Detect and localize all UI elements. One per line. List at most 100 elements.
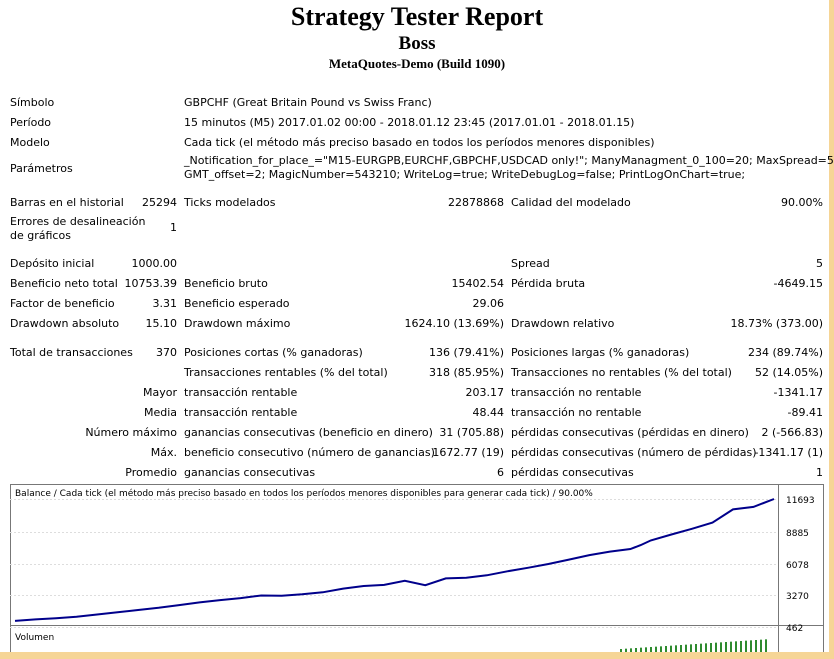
volume-bar (715, 642, 717, 653)
volume-bar (680, 645, 682, 653)
volume-bars (620, 639, 767, 653)
period-value: 15 minutos (M5) 2017.01.02 00:00 - 2018.… (184, 116, 635, 129)
largest-loss-label: transacción no rentable (511, 386, 642, 399)
report-title: Strategy Tester Report (290, 2, 544, 31)
gross-loss-value: -4649.15 (773, 277, 823, 290)
average-loss-label: transacción no rentable (511, 406, 642, 419)
y-tick-label: 462 (786, 624, 803, 634)
short-positions-label: Posiciones cortas (% ganadoras) (184, 346, 363, 359)
expert-name: Boss (398, 33, 436, 54)
row-deposit: Depósito inicial 1000.00 Spread 5 (0, 253, 834, 273)
volume-bar (630, 648, 632, 653)
right-border-strip (829, 0, 834, 659)
chart-border (10, 484, 824, 654)
max-consecutive-prefix: Número máximo (85, 426, 177, 439)
row-model: Modelo Cada tick (el método más preciso … (0, 132, 834, 152)
profit-factor-value: 3.31 (152, 297, 178, 310)
volume-bar (625, 648, 627, 653)
average-profit-label: transacción rentable (184, 406, 298, 419)
maximal-profit-label: beneficio consecutivo (número de gananci… (184, 446, 435, 459)
bottom-border-strip (0, 652, 834, 659)
row-total-trades: Total de transacciones 370 Posiciones co… (0, 342, 834, 362)
y-grid (10, 499, 778, 628)
drawdown-max-label: Drawdown máximo (184, 317, 291, 330)
volume-bar (685, 644, 687, 653)
row-net-profit: Beneficio neto total 10753.39 Beneficio … (0, 273, 834, 293)
deposit-label: Depósito inicial (10, 257, 95, 270)
volume-bar (725, 642, 727, 653)
profit-trades-value: 318 (85.95%) (428, 366, 504, 379)
maximal-profit-value: 1672.77 (19) (432, 446, 504, 459)
balance-line (14, 498, 775, 622)
volume-bar (720, 642, 722, 653)
volume-bar (750, 640, 752, 653)
volume-bar (655, 646, 657, 653)
short-positions-value: 136 (79.41%) (428, 346, 504, 359)
drawdown-absolute-label: Drawdown absoluto (10, 317, 120, 330)
largest-prefix: Mayor (143, 386, 177, 399)
volume-bar (620, 649, 622, 653)
volume-bar (665, 646, 667, 653)
balance-chart: Balance / Cada tick (el método más preci… (10, 484, 824, 654)
bars-value: 25294 (142, 196, 177, 209)
quality-value: 90.00% (781, 196, 823, 209)
row-average: Media transacción rentable 48.44 transac… (0, 402, 834, 422)
volume-bar (710, 643, 712, 653)
profit-trades-label: Transacciones rentables (% del total) (184, 366, 388, 379)
row-drawdown: Drawdown absoluto 15.10 Drawdown máximo … (0, 313, 834, 333)
volume-bar (675, 645, 677, 653)
loss-trades-label: Transacciones no rentables (% del total) (511, 366, 732, 379)
average-prefix: Media (143, 406, 177, 419)
row-symbol: Símbolo GBPCHF (Great Britain Pound vs S… (0, 92, 834, 112)
avg-consecutive-losses-value: 1 (816, 466, 823, 479)
volume-bar (765, 639, 767, 653)
gross-profit-label: Beneficio bruto (184, 277, 268, 290)
row-average-consecutive: Promedio ganancias consecutivas 6 pérdid… (0, 462, 834, 482)
volume-bar (730, 641, 732, 653)
y-tick-label: 3270 (786, 592, 809, 602)
symbol-label: Símbolo (10, 96, 55, 109)
period-label: Período (10, 116, 52, 129)
maximal-loss-label: pérdidas consecutivas (número de pérdida… (511, 446, 757, 459)
volume-bar (745, 640, 747, 653)
long-positions-value: 234 (89.74%) (747, 346, 823, 359)
symbol-value: GBPCHF (Great Britain Pound vs Swiss Fra… (184, 96, 432, 109)
net-profit-label: Beneficio neto total (10, 277, 118, 290)
volume-bar (640, 647, 642, 653)
avg-consecutive-wins-value: 6 (497, 466, 504, 479)
profit-factor-label: Factor de beneficio (10, 297, 115, 310)
errors-label: Errores de desalineación de gráficos (10, 215, 146, 242)
row-parameters: Parámetros _Notification_for_place_="M15… (0, 151, 834, 183)
loss-trades-value: 52 (14.05%) (754, 366, 823, 379)
avg-consecutive-losses-label: pérdidas consecutivas (511, 466, 634, 479)
ticks-label: Ticks modelados (184, 196, 276, 209)
parameters-line-2: GMT_offset=2; MagicNumber=543210; WriteL… (184, 168, 746, 181)
volume-bar (755, 640, 757, 653)
volume-bar (670, 645, 672, 653)
maximal-loss-value: -1341.17 (1) (754, 446, 823, 459)
volume-bar (690, 644, 692, 653)
spread-label: Spread (511, 257, 550, 270)
average-profit-value: 48.44 (472, 406, 505, 419)
volume-bar (740, 641, 742, 653)
largest-loss-value: -1341.17 (773, 386, 823, 399)
balance-chart-svg: Balance / Cada tick (el método más preci… (10, 484, 824, 654)
maximal-prefix: Máx. (150, 446, 177, 459)
average-loss-value: -89.41 (787, 406, 823, 419)
row-errors: Errores de desalineación de gráficos 1 (0, 212, 834, 244)
volume-bar (660, 646, 662, 653)
row-max-consecutive: Número máximo ganancias consecutivas (be… (0, 422, 834, 442)
parameters-line-1: _Notification_for_place_="M15-EURGPB,EUR… (184, 154, 834, 167)
y-tick-label: 6078 (786, 561, 809, 571)
model-label: Modelo (10, 136, 50, 149)
net-profit-value: 10753.39 (124, 277, 178, 290)
volume-bar (735, 641, 737, 653)
row-period: Período 15 minutos (M5) 2017.01.02 00:00… (0, 112, 834, 132)
volume-bar (705, 643, 707, 653)
server-build: MetaQuotes-Demo (Build 1090) (328, 56, 506, 71)
largest-profit-label: transacción rentable (184, 386, 298, 399)
max-consecutive-wins-label: ganancias consecutivas (beneficio en din… (184, 426, 433, 439)
y-tick-label: 8885 (786, 529, 809, 539)
row-maximal-consecutive: Máx. beneficio consecutivo (número de ga… (0, 442, 834, 462)
largest-profit-value: 203.17 (465, 386, 505, 399)
